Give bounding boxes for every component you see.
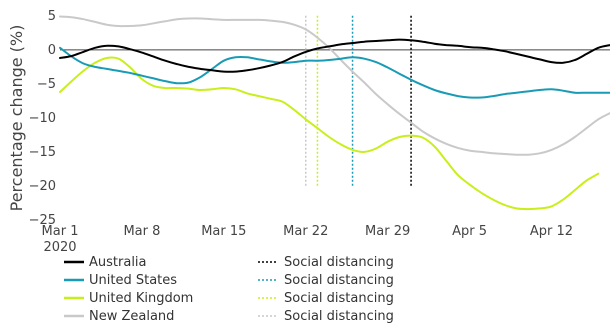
y-tick-label: −15 [29, 145, 56, 160]
y-tick-label: −20 [29, 179, 56, 194]
x-year-label: 2020 [43, 240, 76, 255]
series-lines [59, 15, 610, 211]
x-tick-label: Mar 15 [201, 224, 246, 239]
y-axis-ticks: 5 0 −5 −10 −15 −20 −25 [29, 9, 56, 228]
x-tick-label: Apr 12 [530, 224, 573, 239]
series-line-united-states [59, 46, 610, 99]
series-line-australia [59, 38, 610, 73]
legend-label: New Zealand [89, 309, 174, 324]
y-tick-label: −10 [29, 111, 56, 126]
y-tick-label: 0 [48, 43, 56, 58]
legend-label: Social distancing [284, 273, 394, 288]
legend-label: Australia [89, 255, 147, 270]
legend-label: United Kingdom [89, 291, 193, 306]
x-tick-label: Mar 29 [365, 224, 410, 239]
y-tick-label: 5 [48, 9, 56, 24]
x-tick-label: Apr 5 [452, 224, 487, 239]
legend-label: Social distancing [284, 291, 394, 306]
x-tick-label: Mar 22 [283, 224, 328, 239]
x-tick-label: Mar 8 [123, 224, 160, 239]
series-line-new-zealand [59, 15, 610, 156]
x-tick-label: Mar 1 [42, 224, 79, 239]
x-axis-ticks: Mar 1 Mar 8 Mar 15 Mar 22 Mar 29 Apr 5 Apr 12 2… [42, 224, 574, 255]
y-axis-label: Percentage change (%) [7, 25, 26, 212]
legend-label: Social distancing [284, 309, 394, 324]
y-tick-label: −25 [29, 213, 56, 228]
plot-area: 50−5−10−15−20−25 Mar 1 Mar 8 Mar 15 Mar 22 M… [29, 9, 610, 255]
legend: Australia United States United Kingdom New … [64, 255, 394, 324]
series-line-united-kingdom [59, 56, 600, 211]
y-tick-label: −5 [37, 77, 56, 92]
social-distancing-lines [304, 15, 412, 186]
legend-label: United States [89, 273, 177, 288]
legend-label: Social distancing [284, 255, 394, 270]
